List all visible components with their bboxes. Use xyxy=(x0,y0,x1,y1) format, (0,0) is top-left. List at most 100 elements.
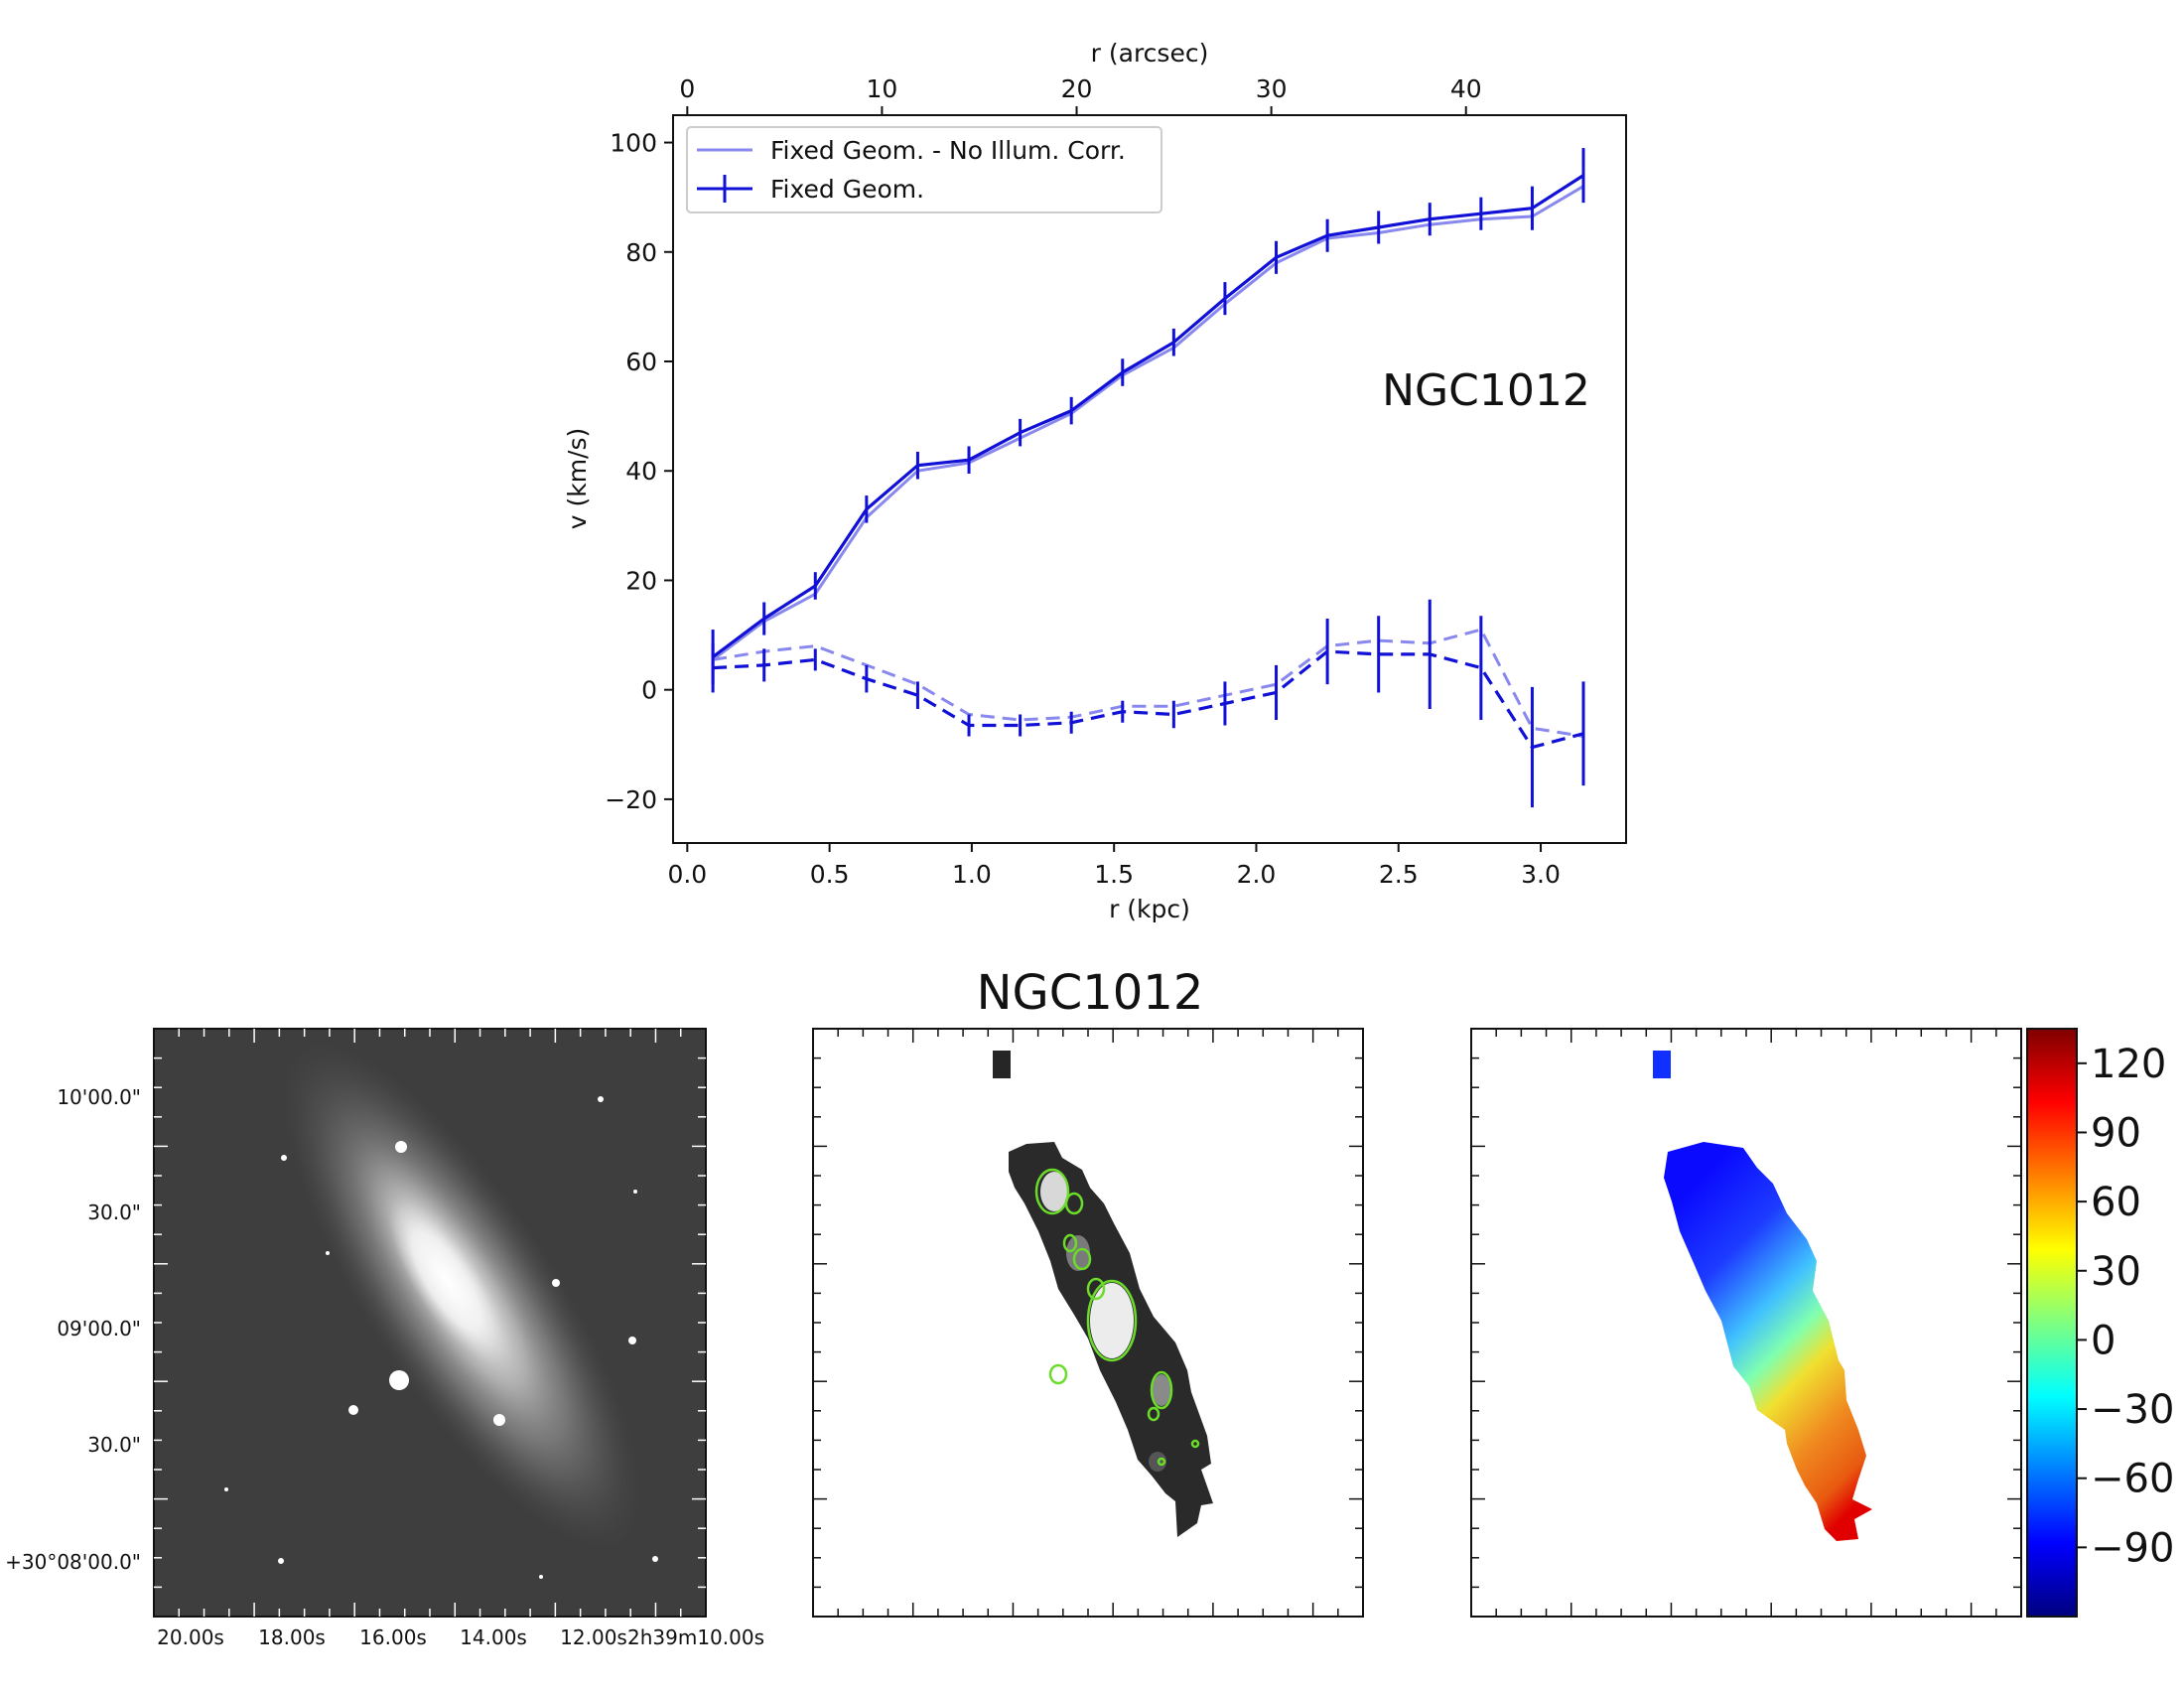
colorbar-tick-label: 30 xyxy=(2091,1249,2141,1295)
colorbar-tick-label: 60 xyxy=(2091,1180,2141,1225)
plot-series xyxy=(711,148,1585,808)
colorbar-gradient xyxy=(2026,1028,2078,1618)
y-tick-label: 80 xyxy=(625,238,657,267)
colorbar-tick-label: −60 xyxy=(2091,1457,2174,1502)
halpha-map-panel xyxy=(812,1028,1364,1618)
optical-x-labels: 20.00s 18.00s 16.00s 14.00s 12.00s 2h39m… xyxy=(157,1625,764,1649)
contour xyxy=(1064,1192,1084,1215)
y-tick-label: −20 xyxy=(605,785,657,814)
x-top-tick-label: 10 xyxy=(867,74,898,103)
star xyxy=(389,1370,409,1390)
series-line-solid-light xyxy=(712,185,1584,661)
star xyxy=(281,1155,287,1161)
y-axis-label: v (km/s) xyxy=(563,428,592,530)
colorbar-tick-label: −90 xyxy=(2091,1525,2174,1571)
dec-label: 09'00.0" xyxy=(57,1317,141,1340)
star xyxy=(598,1096,604,1102)
star xyxy=(493,1414,505,1426)
star xyxy=(278,1558,284,1564)
x-top-tick-label: 0 xyxy=(679,74,695,103)
halpha-bright-knots xyxy=(1040,1172,1170,1472)
star xyxy=(652,1556,658,1562)
velocity-map-panel xyxy=(1470,1028,2022,1618)
star xyxy=(628,1337,636,1344)
rotation-curve-plot: 0.0 0.5 1.0 1.5 2.0 2.5 3.0 0 10 20 30 40 −20 0 20 40… xyxy=(563,39,1627,923)
x-axis-bottom: 0.0 0.5 1.0 1.5 2.0 2.5 3.0 xyxy=(667,843,1561,889)
star xyxy=(326,1251,330,1255)
halpha-blob-small xyxy=(993,1051,1011,1078)
knot xyxy=(1066,1235,1090,1271)
velocity-field-region xyxy=(1664,1142,1872,1541)
star xyxy=(633,1190,637,1194)
ra-label: 18.00s xyxy=(258,1625,326,1649)
ra-label: 20.00s xyxy=(157,1625,224,1649)
y-tick-label: 20 xyxy=(625,566,657,595)
contour xyxy=(1157,1457,1166,1467)
galaxy-core xyxy=(388,1199,505,1362)
contour xyxy=(1072,1247,1092,1271)
x-tick-label: 1.5 xyxy=(1094,860,1134,889)
x-tick-label: 1.0 xyxy=(952,860,992,889)
contour xyxy=(1190,1439,1200,1449)
optical-y-labels: 10'00.0" 30.0" 09'00.0" 30.0" +30°08'00.… xyxy=(5,1085,141,1574)
optical-ticks xyxy=(154,1029,706,1617)
star xyxy=(224,1487,228,1491)
series-line-dashed-light xyxy=(712,628,1584,738)
velocity-blob-small xyxy=(1653,1051,1671,1078)
y-tick-label: 40 xyxy=(625,457,657,486)
x-axis-top: 0 10 20 30 40 xyxy=(679,74,1482,115)
colorbar-tick-label: 0 xyxy=(2091,1318,2116,1363)
knot xyxy=(1040,1172,1068,1211)
colorbar-tick-label: 90 xyxy=(2091,1110,2141,1156)
knot xyxy=(1153,1374,1170,1406)
series-line-solid-errorbar xyxy=(712,174,1584,658)
galaxy-optical xyxy=(281,1041,642,1551)
x-tick-label: 2.5 xyxy=(1379,860,1419,889)
legend-box xyxy=(686,126,1162,213)
contour xyxy=(1150,1370,1173,1410)
colorbar: 120 90 60 30 0 −30 −60 −90 xyxy=(2026,1028,2174,1618)
ra-label: 16.00s xyxy=(359,1625,427,1649)
x-top-tick-label: 20 xyxy=(1061,74,1093,103)
velocity-ticks xyxy=(1471,1029,2021,1617)
x-tick-label: 0.0 xyxy=(667,860,707,889)
plot-frame xyxy=(672,114,1627,844)
ra-label: 2h39m10.00s xyxy=(627,1625,764,1649)
series-line-dashed-errorbar xyxy=(713,649,1584,750)
x-top-tick-label: 40 xyxy=(1450,74,1482,103)
x-tick-label: 2.0 xyxy=(1237,860,1277,889)
colorbar-ticks: 120 90 60 30 0 −30 −60 −90 xyxy=(2077,1042,2174,1571)
ra-label: 14.00s xyxy=(460,1625,527,1649)
contour xyxy=(1086,1277,1106,1301)
optical-image-panel: 10'00.0" 30.0" 09'00.0" 30.0" +30°08'00.… xyxy=(5,1028,764,1649)
knot xyxy=(1090,1283,1134,1358)
x-tick-label: 3.0 xyxy=(1521,860,1561,889)
ra-label: 12.00s xyxy=(560,1625,627,1649)
legend-label-no-illum: Fixed Geom. - No Illum. Corr. xyxy=(770,136,1126,165)
contour xyxy=(1034,1168,1070,1215)
legend: Fixed Geom. - No Illum. Corr. Fixed Geom… xyxy=(686,126,1162,213)
x-axis-label: r (kpc) xyxy=(1109,895,1190,923)
colorbar-tick-label: −30 xyxy=(2091,1387,2174,1433)
contour xyxy=(1086,1279,1138,1362)
colorbar-tick-label: 120 xyxy=(2091,1042,2166,1087)
contour xyxy=(1147,1406,1160,1422)
contour xyxy=(1062,1233,1078,1253)
y-axis: −20 0 20 40 60 80 100 xyxy=(605,129,673,814)
star xyxy=(539,1575,543,1579)
x-axis-top-label: r (arcsec) xyxy=(1091,39,1209,68)
dec-label: 30.0" xyxy=(87,1433,141,1457)
field-stars xyxy=(224,1096,658,1579)
star xyxy=(395,1141,407,1153)
y-tick-label: 0 xyxy=(641,676,657,705)
images-title: NGC1012 xyxy=(977,965,1204,1021)
x-tick-label: 0.5 xyxy=(810,860,850,889)
legend-label-fixed-geom: Fixed Geom. xyxy=(770,175,924,204)
x-top-tick-label: 30 xyxy=(1256,74,1288,103)
halpha-ticks xyxy=(813,1029,1363,1617)
halpha-contours xyxy=(1034,1168,1200,1467)
contour xyxy=(1048,1363,1068,1385)
y-tick-label: 60 xyxy=(625,348,657,376)
dec-label: 30.0" xyxy=(87,1200,141,1224)
